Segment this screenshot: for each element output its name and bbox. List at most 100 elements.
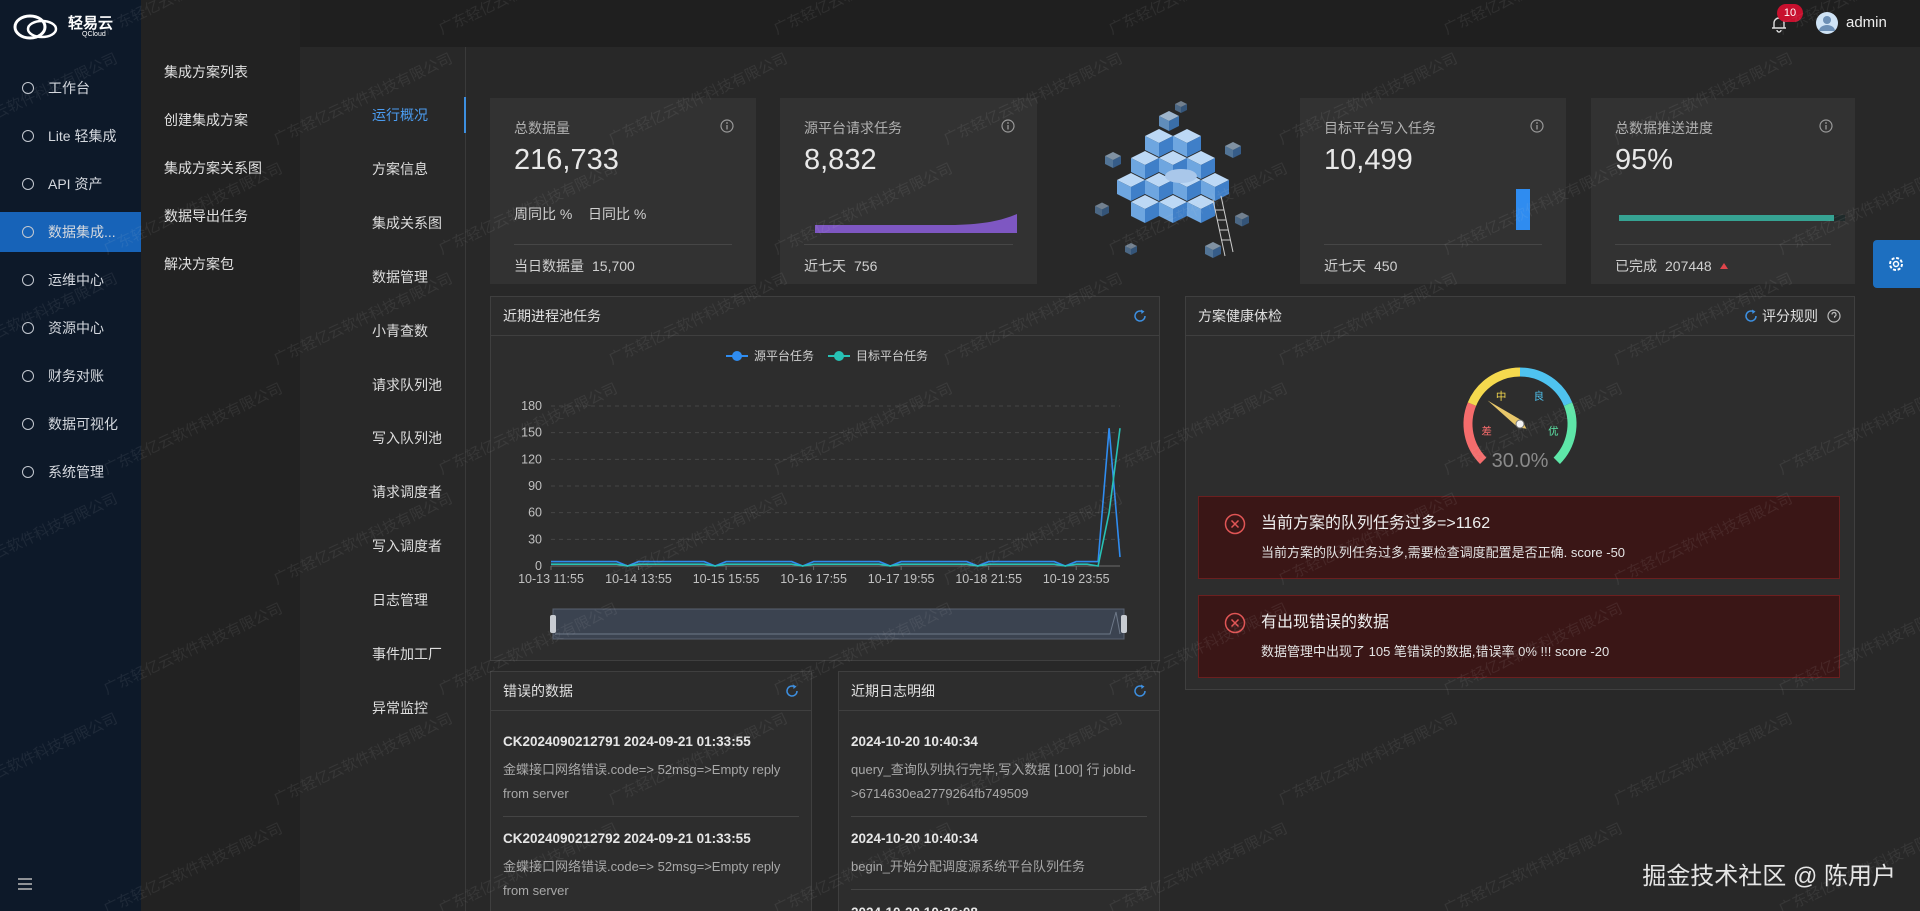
avatar-head <box>1823 16 1831 24</box>
panel-header <box>839 672 1159 711</box>
trend-up <box>1719 263 1728 269</box>
stat-divider <box>1615 244 1831 245</box>
refresh-icon <box>786 684 798 697</box>
alert-ring <box>1224 513 1246 535</box>
refresh-head <box>1141 309 1145 314</box>
stat-footer-label: 近七天 <box>1324 258 1366 274</box>
panel: 近期进程池任务 <box>490 296 1160 661</box>
panel-header <box>491 672 811 711</box>
stat-divider <box>514 244 732 245</box>
alert-desc: 当前方案的队列任务过多,需要检查调度配置是否正确. score -50 <box>1261 545 1626 560</box>
log-time: 2024-10-20 10:40:34 <box>851 831 978 846</box>
menu-item[interactable]: Lite 轻集成 <box>0 116 141 156</box>
cube-right <box>1173 202 1187 223</box>
tab-item[interactable]: 数据管理 <box>372 268 428 285</box>
log-divider <box>851 889 1147 890</box>
tab-item[interactable]: 集成关系图 <box>372 214 442 231</box>
stat-footer-label: 已完成 <box>1615 258 1657 274</box>
refresh-icon[interactable] <box>1744 309 1758 323</box>
settings-button[interactable] <box>1873 240 1920 288</box>
menu-label: 财务对账 <box>48 368 104 384</box>
menu-item[interactable]: API 资产 <box>0 164 141 204</box>
stat-title: 总数据量 <box>514 120 570 136</box>
submenu-item[interactable]: 集成方案列表 <box>164 64 248 80</box>
cube-right <box>1113 156 1121 168</box>
tab-item[interactable]: 请求调度者 <box>372 484 442 501</box>
submenu-item[interactable]: 创建集成方案 <box>164 112 248 128</box>
menu-item[interactable]: 工作台 <box>0 68 141 108</box>
tab-item[interactable]: 事件加工厂 <box>372 646 442 662</box>
notification-badge[interactable]: 10 <box>1777 4 1803 22</box>
stat-extra: 日同比 % <box>588 206 647 222</box>
panel-title: 近期进程池任务 <box>503 308 601 324</box>
logo-ring <box>26 19 58 39</box>
cube-right <box>1242 216 1249 227</box>
tab-item[interactable]: 运行概况 <box>372 107 428 123</box>
tab-item[interactable]: 日志管理 <box>372 592 428 609</box>
menu-item[interactable]: 数据可视化 <box>0 404 141 444</box>
illustration-ladder <box>1212 195 1234 257</box>
cube-left <box>1117 180 1131 201</box>
menu-item[interactable]: 财务对账 <box>0 356 141 396</box>
mini-area <box>815 214 1017 233</box>
submenu-item[interactable]: 数据导出任务 <box>164 208 248 224</box>
settings-icon <box>1889 257 1903 271</box>
mini-bar <box>1516 189 1530 230</box>
progress-fill <box>1619 215 1834 221</box>
cube-right <box>1145 158 1159 179</box>
menu-item[interactable]: 数据集成... <box>0 212 141 252</box>
cube-left <box>1225 146 1233 158</box>
rule-link[interactable]: 评分规则 <box>1762 308 1818 324</box>
cube-right <box>1181 104 1187 113</box>
error-divider <box>503 816 799 817</box>
info-dot <box>1825 122 1827 124</box>
info-ring <box>720 119 734 133</box>
log-time: 2024-10-20 10:40:34 <box>851 734 978 749</box>
alert-icon <box>1224 612 1246 634</box>
info-icon <box>720 119 734 133</box>
cube-left <box>1131 202 1145 223</box>
stat-divider <box>1324 244 1542 245</box>
stat-title: 总数据推送进度 <box>1615 120 1713 136</box>
info-icon <box>1530 119 1544 133</box>
stat-card: 目标平台写入任务 10,499 近七天 450 <box>1300 98 1566 284</box>
info-ring <box>1530 119 1544 133</box>
panel-header <box>491 297 1159 336</box>
alert: 有出现错误的数据 数据管理中出现了 105 笔错误的数据,错误率 0% !!! s… <box>1198 595 1840 678</box>
user-name[interactable]: admin <box>1846 14 1887 31</box>
tab-item[interactable]: 异常监控 <box>372 699 428 716</box>
cube-right <box>1215 180 1229 201</box>
help-mark <box>1831 311 1837 318</box>
menu-item[interactable]: 系统管理 <box>0 452 141 492</box>
alert-desc: 数据管理中出现了 105 笔错误的数据,错误率 0% !!! score -20 <box>1261 644 1610 659</box>
submenu-item[interactable]: 集成方案关系图 <box>164 160 262 176</box>
tab-item[interactable]: 写入队列池 <box>372 430 442 447</box>
avatar <box>1816 12 1838 34</box>
tab-item[interactable]: 请求队列池 <box>372 376 442 393</box>
tab-item[interactable]: 方案信息 <box>372 160 428 177</box>
refresh-head <box>793 684 797 689</box>
menu-item[interactable]: 资源中心 <box>0 308 141 348</box>
stat-footer-label: 近七天 <box>804 258 846 274</box>
stat-footer: 当日数据量 15,700 <box>514 256 635 276</box>
cube-left <box>1175 104 1181 113</box>
cube-left <box>1095 206 1102 217</box>
stat-footer-value: 15,700 <box>592 258 635 274</box>
log-text: query_查询队列执行完毕,写入数据 [100] 行 jobId->67146… <box>851 762 1136 801</box>
tab-active-bar <box>464 97 466 133</box>
log-text: begin_开始分配调度源系统平台队列任务 <box>851 859 1086 874</box>
alert-ring <box>1224 612 1246 634</box>
cube-left <box>1173 136 1187 157</box>
cube-right <box>1233 146 1241 158</box>
cube-right <box>1159 180 1173 201</box>
info-dot <box>1536 122 1538 124</box>
error-body: 金蝶接口网络错误.code=> 52msg=>Empty reply from … <box>503 859 781 898</box>
refresh-arc <box>786 685 798 697</box>
menu-icon <box>22 178 34 190</box>
tab-item[interactable]: 写入调度者 <box>372 538 442 555</box>
tab-item[interactable]: 小青查数 <box>372 322 428 339</box>
submenu-item[interactable]: 解决方案包 <box>164 256 234 272</box>
stat-divider <box>804 244 1013 245</box>
stat-card: 总数据量 216,733 周同比 % 日同比 % 当日数据量 15,700 <box>490 98 756 284</box>
menu-item[interactable]: 运维中心 <box>0 260 141 300</box>
